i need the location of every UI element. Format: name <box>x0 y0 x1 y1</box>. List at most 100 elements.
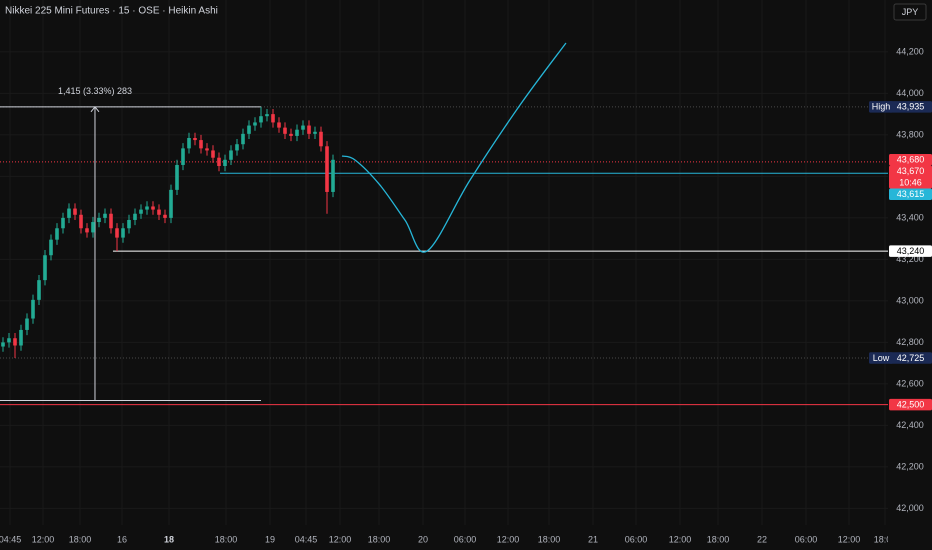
y-tick-label: 42,600 <box>896 378 924 388</box>
candle-body <box>25 318 29 330</box>
price-tag-box <box>869 101 893 113</box>
candle-body <box>223 159 227 167</box>
countdown-label: 10:46 <box>899 178 922 188</box>
x-tick-label: 22 <box>757 534 767 544</box>
candle-body <box>181 148 185 165</box>
candle-body <box>187 137 191 149</box>
y-tick-label: 42,800 <box>896 337 924 347</box>
y-tick-label: 43,000 <box>896 295 924 305</box>
candle-body <box>31 299 35 319</box>
y-tick-label: 44,200 <box>896 46 924 56</box>
price-box <box>889 154 932 166</box>
candle-body <box>211 150 215 158</box>
candle-body <box>151 206 155 210</box>
price-box-label: 43,615 <box>897 189 925 199</box>
price-box-label: 43,240 <box>897 246 925 256</box>
y-tick-label: 42,200 <box>896 461 924 471</box>
x-tick-label: 19 <box>265 534 275 544</box>
candle-body <box>169 189 173 218</box>
price-box <box>889 188 932 201</box>
candle-body <box>205 148 209 151</box>
x-tick-label: 18:00 <box>69 534 92 544</box>
measure-arrowhead <box>90 106 100 113</box>
candle-body <box>163 214 167 218</box>
candle-body <box>91 222 95 233</box>
candle-body <box>319 131 323 147</box>
candle-body <box>235 144 239 151</box>
candle-body <box>241 133 245 145</box>
y-tick-label: 42,000 <box>896 503 924 513</box>
price-box <box>889 165 932 189</box>
x-tick-label: 16 <box>117 534 127 544</box>
currency-box[interactable] <box>893 3 927 21</box>
candle-body <box>55 228 59 240</box>
candle-body <box>253 122 257 126</box>
candle-body <box>325 146 329 192</box>
price-box-label: 42,725 <box>897 353 925 363</box>
plot-area: 04:45 12:00 18:00 16 18 18:00 19 04:45 12:00 18:0… <box>0 0 896 544</box>
candle-body <box>133 213 137 220</box>
candle-body <box>43 255 47 281</box>
projection-path <box>341 42 567 253</box>
candle-body <box>217 157 221 167</box>
price-box <box>889 245 932 257</box>
measure-label: 1,415 (3.33%) 283 <box>58 86 132 96</box>
x-tick-label: 18:00 <box>707 534 730 544</box>
candle-body <box>247 125 251 134</box>
candle-body <box>283 127 287 134</box>
price-tag: High <box>872 102 891 112</box>
candle-body <box>265 114 269 117</box>
x-tick-label: 04:45 <box>295 534 318 544</box>
x-tick-label: 12:00 <box>497 534 520 544</box>
candle-body <box>271 114 275 123</box>
x-tick-label: 12:00 <box>838 534 861 544</box>
candle-body <box>115 228 119 238</box>
price-axis: 42,000 42,200 42,400 42,600 42,800 43,000 43,2… <box>888 0 932 550</box>
x-tick-label: 18:00 <box>368 534 391 544</box>
currency[interactable]: JPY <box>902 7 919 17</box>
x-tick-label: 04:45 <box>0 534 21 544</box>
x-tick-label: 18:00 <box>215 534 238 544</box>
y-tick-label: 44,000 <box>896 88 924 98</box>
x-tick-label: 18:00 <box>538 534 561 544</box>
price-box-label: 42,500 <box>897 400 925 410</box>
candle-body <box>229 150 233 160</box>
candle-body <box>313 131 317 134</box>
x-tick-label: 12:00 <box>669 534 692 544</box>
candle-body <box>103 213 107 218</box>
candle-body <box>13 338 17 346</box>
candle-body <box>79 214 83 229</box>
candle-body <box>193 137 197 141</box>
x-tick-label: 06:00 <box>625 534 648 544</box>
candle-body <box>175 164 179 190</box>
candle-body <box>7 338 11 343</box>
candle-body <box>331 159 335 192</box>
candle-body <box>1 342 5 347</box>
candle-body <box>307 125 311 134</box>
price-box <box>889 101 932 113</box>
price-box-label: 43,935 <box>897 102 925 112</box>
y-tick-label: 42,400 <box>896 420 924 430</box>
x-tick-label: 06:00 <box>454 534 477 544</box>
price-box <box>889 352 932 364</box>
candle-body <box>199 140 203 149</box>
candle-body <box>121 228 125 238</box>
candle-body <box>259 116 263 123</box>
candle-body <box>157 209 161 215</box>
y-tick-label: 43,800 <box>896 129 924 139</box>
price-axis-bg <box>888 0 932 550</box>
candle-body <box>127 219 131 229</box>
price-tag: Low <box>873 353 890 363</box>
x-tick-label: 18:00 <box>874 534 897 544</box>
x-tick-label: 21 <box>588 534 598 544</box>
candle-body <box>295 129 299 136</box>
candle-body <box>85 228 89 233</box>
x-tick-label: 18 <box>164 534 174 544</box>
chart-title: Nikkei 225 Mini Futures · 15 · OSE · Hei… <box>5 6 218 17</box>
x-tick-label: 06:00 <box>795 534 818 544</box>
x-tick-label: 12:00 <box>32 534 55 544</box>
price-box <box>889 398 932 411</box>
candle-body <box>145 206 149 210</box>
